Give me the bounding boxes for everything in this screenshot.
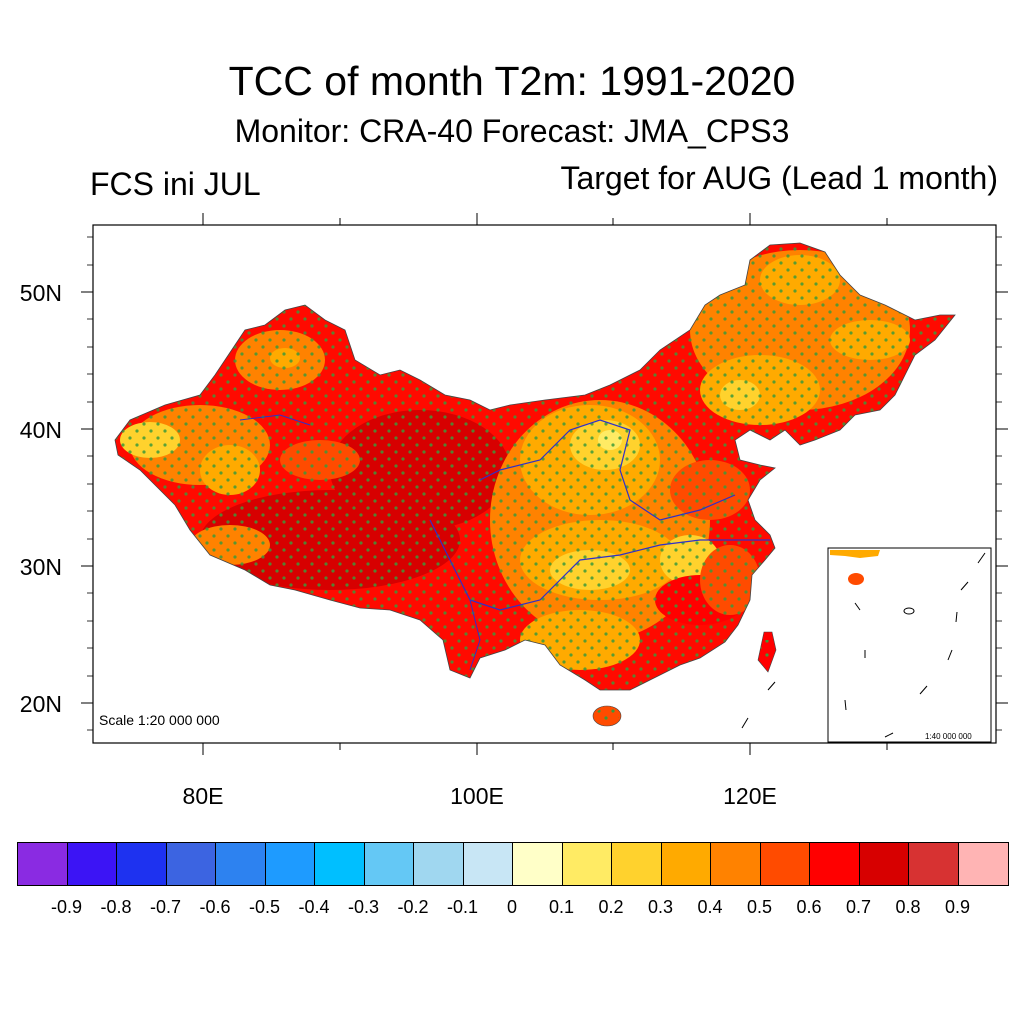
- init-label: FCS ini JUL: [90, 166, 261, 202]
- mekong-river: [469, 599, 481, 671]
- lat-labels: 50N 40N 30N 20N: [20, 280, 62, 717]
- china-boundary: [114, 242, 956, 691]
- colorbar-box: [760, 843, 810, 885]
- colorbar-box: [463, 843, 513, 885]
- colorbar-box: [859, 843, 909, 885]
- colorbar-label: -0.6: [199, 897, 231, 917]
- colorbar-box: [18, 843, 68, 885]
- colorbar-label: 0.9: [944, 897, 971, 917]
- colorbar-label: -0.8: [100, 897, 132, 917]
- tarim-river: [239, 414, 311, 426]
- colorbar-label: -0.4: [298, 897, 330, 917]
- colorbar-box: [661, 843, 711, 885]
- lat-label-40n: 40N: [20, 417, 62, 443]
- lon-ticks: [202, 213, 888, 755]
- colorbar-label: 0.8: [895, 897, 921, 917]
- colorbar-box: [612, 843, 662, 885]
- colorbar-label: 0: [506, 897, 518, 917]
- target-label: Target for AUG (Lead 1 month): [560, 160, 998, 196]
- yellow-river: [479, 419, 736, 521]
- colorbar-label: 0.3: [647, 897, 674, 917]
- lat-label-20n: 20N: [20, 691, 62, 717]
- colorbar-box: [909, 843, 959, 885]
- lon-labels: 80E 100E 120E: [183, 783, 777, 809]
- colorbar-label: -0.3: [347, 897, 380, 917]
- colorbar-label: -0.7: [149, 897, 182, 917]
- lat-minor-ticks: [87, 236, 1002, 731]
- colorbar-box: [265, 843, 315, 885]
- yangtze-river: [429, 519, 770, 611]
- south-china-sea-inset: 1:40 000 000: [827, 547, 992, 743]
- colorbar-label: -0.1: [446, 897, 479, 917]
- colorbar-box: [711, 843, 761, 885]
- colorbar-label: 0.5: [746, 897, 773, 917]
- colorbar-box: [810, 843, 860, 885]
- map-title: TCC of month T2m: 1991-2020: [228, 58, 796, 104]
- colorbar-box: [364, 843, 414, 885]
- lat-label-50n: 50N: [20, 280, 62, 306]
- colorbar-box: [315, 843, 365, 885]
- lon-label-80e: 80E: [183, 783, 224, 809]
- colorbar-box: [67, 843, 117, 885]
- lon-label-120e: 120E: [723, 783, 777, 809]
- colorbar-label: -0.5: [248, 897, 281, 917]
- colorbar-box: [562, 843, 612, 885]
- colorbar-label: 0.6: [796, 897, 822, 917]
- colorbar-label: -0.2: [397, 897, 429, 917]
- colorbar-label: -0.9: [50, 897, 83, 917]
- lat-label-30n: 30N: [20, 554, 62, 580]
- inset-scale-text: 1:40 000 000: [925, 732, 972, 741]
- colorbar-box: [166, 843, 216, 885]
- colorbar: [17, 842, 1009, 886]
- colorbar-box: [513, 843, 563, 885]
- colorbar-box: [216, 843, 266, 885]
- colorbar-box: [414, 843, 464, 885]
- lon-label-100e: 100E: [450, 783, 504, 809]
- map-subtitle: Monitor: CRA-40 Forecast: JMA_CPS3: [234, 113, 790, 149]
- colorbar-box: [958, 843, 1008, 885]
- colorbar-label: 0.2: [598, 897, 624, 917]
- map-scale-text: Scale 1:20 000 000: [99, 712, 220, 728]
- lat-ticks: [81, 291, 1008, 704]
- colorbar-box: [117, 843, 167, 885]
- colorbar-label: 0.7: [845, 897, 872, 917]
- colorbar-label: 0.4: [697, 897, 723, 917]
- colorbar-label: 0.1: [548, 897, 575, 917]
